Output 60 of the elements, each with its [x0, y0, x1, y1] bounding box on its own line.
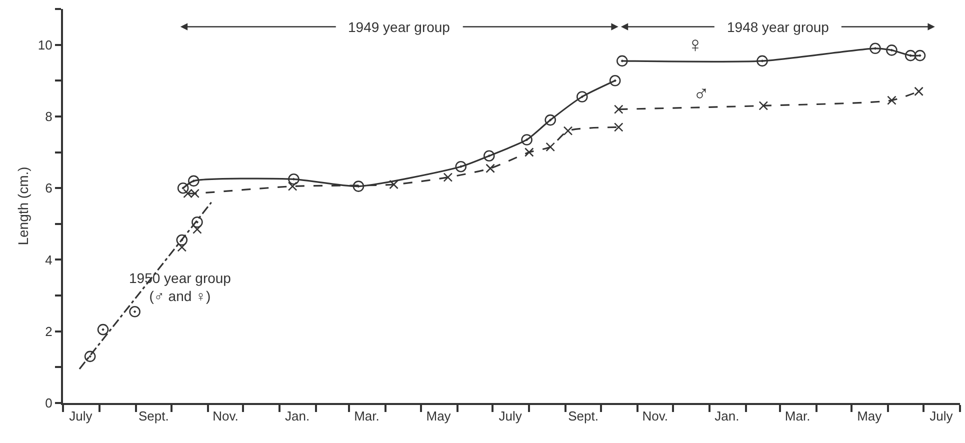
point — [486, 164, 495, 174]
x-tick-label: Nov. — [212, 408, 238, 424]
point — [84, 350, 96, 362]
point — [192, 224, 202, 234]
point — [544, 114, 556, 126]
point — [352, 180, 364, 192]
y-tick-label: 0 — [45, 396, 52, 411]
point — [609, 74, 621, 86]
point — [389, 180, 398, 190]
point — [188, 175, 200, 187]
point — [576, 91, 588, 102]
point — [614, 104, 624, 114]
point — [886, 44, 898, 56]
x-tick-label: May — [857, 408, 882, 424]
x-tick-label: Mar. — [784, 408, 810, 424]
point — [443, 172, 453, 182]
point — [97, 324, 109, 336]
point — [177, 242, 187, 252]
x-tick-label: July — [69, 408, 93, 424]
point — [521, 134, 532, 146]
point — [546, 142, 555, 152]
annotation: ♂ — [693, 81, 710, 106]
y-tick-label: 8 — [45, 109, 52, 124]
point — [192, 216, 203, 228]
y-axis-title: Length (cm.) — [15, 166, 32, 246]
x-tick-label: Sept. — [568, 408, 598, 424]
point — [455, 160, 467, 172]
point — [914, 50, 926, 62]
x-tick-label: Mar. — [354, 408, 380, 424]
y-tick-label: 2 — [45, 324, 52, 339]
point — [914, 86, 924, 96]
point — [870, 42, 881, 54]
annotation: 1948 year group — [727, 19, 830, 35]
x-tick-label: May — [426, 408, 452, 424]
point — [483, 150, 495, 162]
point — [887, 96, 896, 105]
x-tick-label: Sept. — [138, 408, 169, 424]
point — [129, 306, 140, 318]
point — [616, 55, 628, 67]
x-tick-label: July — [498, 408, 522, 424]
point — [614, 122, 624, 132]
annotation: 1950 year group (♂ and ♀) — [129, 270, 232, 304]
annotation: ♀ — [687, 32, 704, 57]
point — [176, 234, 188, 246]
point — [177, 182, 189, 194]
point — [563, 126, 573, 136]
point — [756, 55, 768, 67]
point — [904, 50, 916, 62]
y-tick-label: 10 — [38, 37, 52, 52]
x-tick-label: July — [930, 408, 954, 424]
point — [288, 173, 300, 185]
x-tick-label: Jan. — [714, 408, 740, 424]
annotation: 1949 year group — [348, 19, 450, 35]
y-tick-label: 4 — [45, 252, 52, 268]
x-tick-label: Nov. — [642, 408, 668, 424]
y-tick-label: 6 — [45, 180, 52, 196]
point — [524, 148, 534, 157]
point — [288, 182, 298, 191]
point — [758, 101, 768, 110]
x-tick-label: Jan. — [284, 408, 310, 424]
